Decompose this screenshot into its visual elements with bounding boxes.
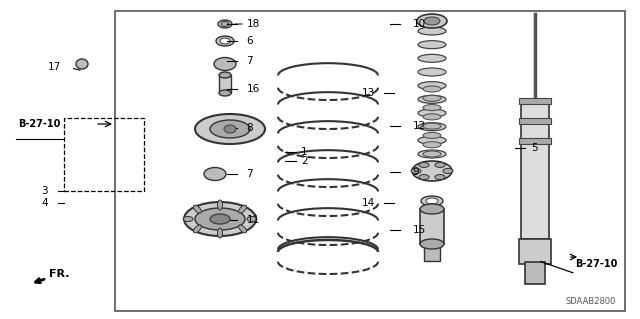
Text: B-27-10: B-27-10 [575, 259, 618, 269]
Ellipse shape [418, 150, 446, 158]
Ellipse shape [423, 132, 441, 138]
Bar [521, 99, 549, 239]
Bar [420, 209, 444, 244]
Ellipse shape [418, 82, 446, 90]
Ellipse shape [218, 20, 232, 28]
Text: SDAAB2800: SDAAB2800 [565, 296, 616, 306]
Ellipse shape [418, 41, 446, 49]
Ellipse shape [420, 204, 444, 214]
Text: 18: 18 [246, 19, 260, 29]
Ellipse shape [183, 217, 193, 221]
Text: 14: 14 [362, 197, 375, 208]
Ellipse shape [239, 225, 246, 233]
Bar [519, 98, 551, 104]
Ellipse shape [418, 136, 446, 144]
Ellipse shape [423, 86, 441, 92]
Bar [219, 75, 231, 93]
Ellipse shape [193, 205, 202, 213]
Ellipse shape [421, 196, 443, 206]
Bar [519, 138, 551, 144]
Text: 6: 6 [246, 36, 253, 47]
Ellipse shape [195, 114, 265, 144]
Ellipse shape [423, 151, 441, 157]
Ellipse shape [418, 68, 446, 76]
Text: 3: 3 [42, 186, 48, 197]
Ellipse shape [443, 168, 453, 174]
Ellipse shape [184, 202, 256, 236]
Ellipse shape [423, 123, 441, 129]
Ellipse shape [220, 38, 230, 44]
Text: 5: 5 [531, 143, 538, 153]
Text: 9: 9 [413, 167, 419, 177]
Text: 15: 15 [413, 225, 426, 235]
Text: 4: 4 [42, 197, 48, 208]
Text: 2: 2 [301, 156, 307, 166]
Bar [525, 262, 545, 284]
Text: 8: 8 [246, 122, 253, 133]
Text: 7: 7 [246, 56, 253, 66]
Text: 7: 7 [246, 169, 253, 179]
Ellipse shape [210, 214, 230, 224]
Ellipse shape [214, 57, 236, 70]
Ellipse shape [423, 142, 441, 148]
Ellipse shape [424, 17, 440, 25]
Text: 12: 12 [413, 121, 426, 131]
Ellipse shape [417, 14, 447, 28]
Bar [64, 118, 144, 191]
Text: 1: 1 [301, 146, 307, 157]
Ellipse shape [210, 120, 250, 138]
Ellipse shape [435, 162, 445, 167]
Text: 16: 16 [246, 84, 260, 94]
Ellipse shape [247, 217, 257, 221]
Bar [519, 239, 551, 264]
Bar [115, 11, 625, 311]
Text: B-27-10: B-27-10 [18, 119, 60, 129]
Ellipse shape [218, 228, 223, 238]
Ellipse shape [76, 59, 88, 69]
Text: 10: 10 [413, 19, 426, 29]
Ellipse shape [426, 198, 438, 204]
Bar [424, 241, 440, 261]
Ellipse shape [411, 168, 421, 174]
Ellipse shape [195, 208, 245, 230]
Ellipse shape [418, 54, 446, 62]
Text: 17: 17 [48, 62, 61, 72]
Ellipse shape [219, 90, 231, 96]
Ellipse shape [435, 174, 445, 180]
Text: 13: 13 [362, 87, 375, 98]
Text: FR.: FR. [36, 269, 70, 283]
Ellipse shape [412, 161, 452, 181]
Ellipse shape [224, 125, 236, 133]
Ellipse shape [219, 72, 231, 78]
Ellipse shape [204, 167, 226, 181]
Ellipse shape [221, 21, 229, 26]
Ellipse shape [193, 225, 202, 233]
Ellipse shape [418, 27, 446, 35]
Ellipse shape [423, 95, 441, 101]
Ellipse shape [423, 114, 441, 120]
Text: 11: 11 [246, 215, 260, 225]
Ellipse shape [419, 174, 429, 180]
Ellipse shape [216, 36, 234, 46]
Ellipse shape [419, 162, 429, 167]
Bar [519, 118, 551, 124]
Ellipse shape [423, 105, 441, 111]
Ellipse shape [418, 109, 446, 117]
Ellipse shape [420, 239, 444, 249]
Ellipse shape [418, 95, 446, 103]
Ellipse shape [239, 205, 246, 213]
Ellipse shape [218, 200, 223, 210]
Ellipse shape [418, 123, 446, 131]
